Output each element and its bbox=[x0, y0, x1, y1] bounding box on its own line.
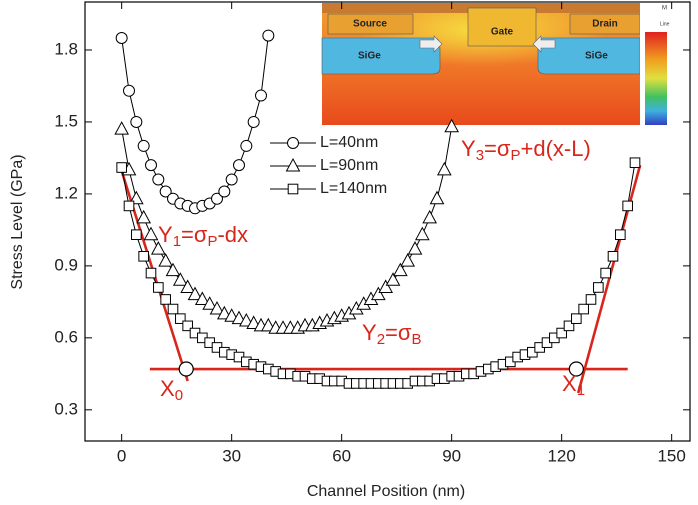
square-marker bbox=[630, 158, 640, 168]
x-tick-label: 150 bbox=[657, 446, 685, 465]
circle-marker bbox=[219, 186, 230, 197]
triangle-marker bbox=[145, 228, 158, 240]
y-axis-label: Stress Level (GPa) bbox=[9, 154, 26, 289]
square-marker bbox=[124, 201, 134, 211]
triangle-marker bbox=[115, 122, 128, 134]
square-marker bbox=[601, 268, 611, 278]
y-tick-label: 0.9 bbox=[54, 255, 78, 274]
circle-marker bbox=[124, 85, 135, 96]
triangle-marker bbox=[137, 211, 150, 223]
circle-marker bbox=[226, 174, 237, 185]
square-marker bbox=[579, 304, 589, 314]
circle-marker bbox=[131, 116, 142, 127]
square-marker bbox=[586, 295, 596, 305]
x-tick-label: 30 bbox=[222, 446, 241, 465]
chart: Source Gate Drain SiGe SiGe M Line Chann… bbox=[0, 0, 698, 505]
scale-label: Line bbox=[660, 21, 670, 27]
label-part: =σ bbox=[181, 222, 208, 247]
square-marker bbox=[623, 201, 633, 211]
square-marker bbox=[117, 163, 127, 173]
label-part: Y bbox=[362, 320, 377, 345]
label-part: 0 bbox=[175, 387, 183, 404]
x-tick-label: 60 bbox=[332, 446, 351, 465]
drain-label: Drain bbox=[592, 19, 618, 30]
label-part: P bbox=[207, 233, 217, 250]
sige-left-label: SiGe bbox=[358, 51, 381, 62]
label-part: Y bbox=[461, 136, 476, 161]
label-part: B bbox=[411, 331, 421, 348]
square-marker bbox=[288, 184, 298, 194]
gate-label: Gate bbox=[491, 27, 514, 38]
label-part: -dx bbox=[217, 222, 248, 247]
circle-marker bbox=[241, 140, 252, 151]
triangle-marker bbox=[159, 254, 172, 266]
x-tick-label: 120 bbox=[547, 446, 575, 465]
circle-marker bbox=[153, 174, 164, 185]
y-tick-label: 0.6 bbox=[54, 327, 78, 346]
triangle-marker bbox=[431, 192, 444, 204]
triangle-marker bbox=[409, 242, 422, 254]
series-line bbox=[122, 36, 269, 209]
legend-label: L=90nm bbox=[320, 157, 378, 174]
circle-marker bbox=[234, 160, 245, 171]
y-tick-label: 1.8 bbox=[54, 39, 78, 58]
circle-marker bbox=[138, 140, 149, 151]
label-part: =σ bbox=[385, 320, 412, 345]
point-label: X1 bbox=[562, 371, 585, 399]
label-part: P bbox=[510, 147, 520, 164]
circle-marker bbox=[116, 32, 127, 43]
color-scale bbox=[645, 32, 667, 125]
triangle-marker bbox=[423, 211, 436, 223]
triangle-marker bbox=[287, 159, 300, 171]
inset-image: Source Gate Drain SiGe SiGe M Line bbox=[322, 3, 680, 125]
square-marker bbox=[168, 304, 178, 314]
legend-label: L=40nm bbox=[320, 134, 378, 151]
fit-label: Y3=σP+d(x-L) bbox=[461, 136, 591, 164]
square-marker bbox=[146, 268, 156, 278]
legend-label: L=140nm bbox=[320, 180, 387, 197]
label-part: 1 bbox=[577, 382, 585, 399]
intercept-point bbox=[179, 362, 193, 376]
label-part: X bbox=[562, 371, 577, 396]
square-marker bbox=[132, 230, 142, 240]
y-tick-label: 0.3 bbox=[54, 399, 78, 418]
x-tick-label: 0 bbox=[117, 446, 126, 465]
circle-marker bbox=[146, 160, 157, 171]
square-marker bbox=[154, 283, 164, 293]
triangle-marker bbox=[416, 228, 429, 240]
source-label: Source bbox=[353, 19, 387, 30]
square-marker bbox=[161, 295, 171, 305]
label-part: +d(x-L) bbox=[520, 136, 590, 161]
circle-marker bbox=[248, 116, 259, 127]
triangle-marker bbox=[401, 254, 414, 266]
fit-label: Y2=σB bbox=[362, 320, 421, 348]
square-marker bbox=[594, 283, 604, 293]
label-part: 2 bbox=[377, 331, 385, 348]
fit-label: Y1=σP-dx bbox=[158, 222, 248, 250]
label-part: =σ bbox=[484, 136, 511, 161]
sige-right-label: SiGe bbox=[585, 51, 608, 62]
circle-marker bbox=[288, 138, 299, 149]
label-part: 1 bbox=[173, 233, 181, 250]
scale-top: M bbox=[662, 6, 667, 12]
x-axis-label: Channel Position (nm) bbox=[307, 483, 465, 500]
fit-line bbox=[578, 165, 640, 393]
triangle-marker bbox=[438, 163, 451, 175]
y-tick-label: 1.2 bbox=[54, 183, 78, 202]
square-marker bbox=[572, 314, 582, 324]
x-tick-label: 90 bbox=[442, 446, 461, 465]
circle-marker bbox=[263, 30, 274, 41]
label-part: Y bbox=[158, 222, 173, 247]
square-marker bbox=[139, 251, 149, 261]
circle-marker bbox=[256, 90, 267, 101]
point-label: X0 bbox=[160, 376, 183, 404]
square-marker bbox=[608, 251, 618, 261]
label-part: 3 bbox=[476, 147, 484, 164]
y-tick-label: 1.5 bbox=[54, 111, 78, 130]
label-part: X bbox=[160, 376, 175, 401]
square-marker bbox=[616, 230, 626, 240]
